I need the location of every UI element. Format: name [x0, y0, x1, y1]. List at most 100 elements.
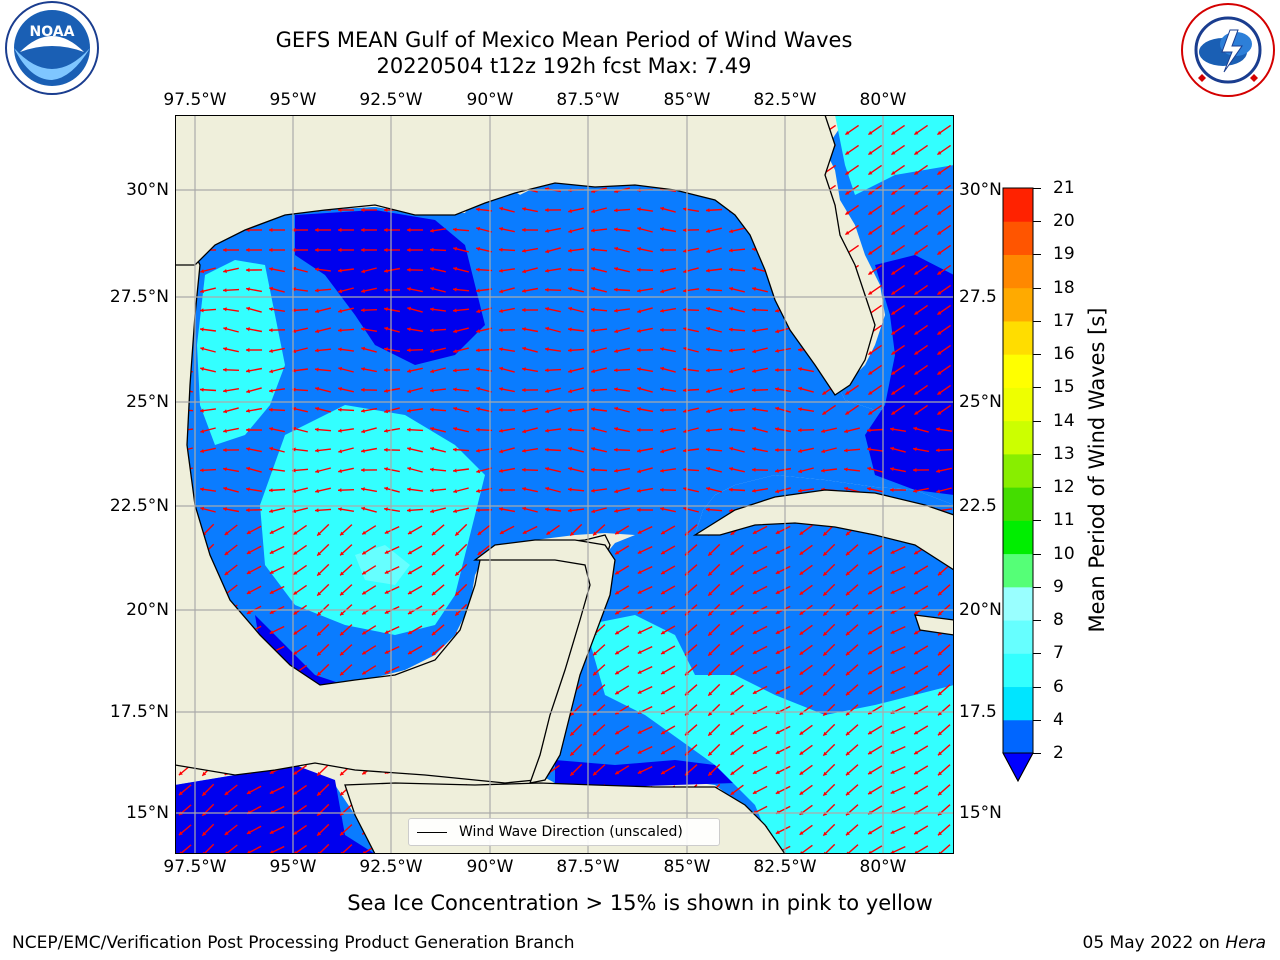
wind-wave-arrow-head [614, 349, 618, 353]
wind-wave-arrow-head [499, 347, 503, 352]
wind-wave-arrow-head [315, 489, 319, 493]
wind-wave-arrow-head [775, 468, 779, 473]
wind-wave-arrow-head [775, 550, 780, 554]
map-legend: Wind Wave Direction (unscaled) [408, 818, 720, 846]
colorbar-tick-mark [1033, 719, 1041, 721]
colorbar-segment [1003, 420, 1033, 455]
y-tick-label-right: 27.5 [959, 287, 997, 307]
wind-wave-arrow-head [499, 268, 503, 273]
wind-wave-arrow-head [338, 407, 342, 412]
wind-wave-arrow-head [292, 447, 296, 452]
wind-wave-arrow-head [637, 427, 641, 432]
wind-wave-arrow-head [246, 570, 251, 574]
wind-wave-arrow-head [729, 467, 733, 471]
y-tick-label-left: 17.5°N [109, 702, 169, 722]
wind-wave-arrow-head [708, 671, 713, 676]
wind-wave-arrow-head [614, 287, 618, 292]
wind-wave-arrow-head [499, 407, 503, 412]
wind-wave-arrow-head [453, 329, 458, 334]
wind-wave-arrow-head [846, 671, 850, 676]
wind-wave-arrow-head [545, 368, 549, 373]
wind-wave-arrow-head [937, 150, 942, 155]
colorbar-tick-label: 20 [1053, 211, 1075, 232]
wind-wave-arrow-head [614, 489, 619, 494]
wind-wave-arrow-head [384, 630, 389, 634]
wind-wave-arrow-head [453, 246, 457, 251]
chart-subtitle: 20220504 t12z 192h fcst Max: 7.49 [376, 54, 752, 78]
wind-wave-arrow-head [775, 690, 780, 694]
wind-wave-arrow-head [637, 550, 642, 554]
wind-wave-arrow-head [593, 651, 597, 656]
wind-wave-arrow-head [752, 388, 756, 393]
wind-wave-arrow-head [384, 347, 388, 352]
wind-wave-arrow-head [615, 550, 620, 555]
wind-wave-arrow-head [499, 468, 503, 473]
wind-wave-arrow-head [384, 268, 388, 273]
wind-wave-arrow-head [729, 389, 733, 394]
wind-wave-arrow-head [246, 466, 251, 471]
x-tick-label: 95°W [269, 90, 317, 110]
wind-wave-arrow-head [338, 366, 343, 371]
wind-wave-arrow-head [453, 227, 457, 232]
wind-wave-arrow-head [453, 266, 458, 271]
wind-wave-arrow-head [476, 246, 480, 251]
wind-wave-arrow-head [868, 350, 873, 355]
wind-wave-arrow-head [522, 506, 527, 511]
wind-wave-arrow-head [867, 487, 871, 491]
wind-wave-arrow-head [660, 227, 664, 232]
wind-wave-arrow-head [545, 467, 549, 471]
wind-wave-arrow-head [914, 650, 919, 655]
wind-wave-arrow-head [315, 469, 320, 474]
colorbar-tick-mark [1033, 620, 1041, 622]
wind-wave-arrow-head [660, 327, 664, 332]
wind-wave-arrow-head [361, 367, 365, 372]
wind-wave-arrow-head [938, 691, 942, 696]
wind-wave-arrow-head [453, 368, 457, 373]
wind-wave-arrow-head [730, 651, 735, 655]
wind-wave-arrow-head [568, 427, 572, 432]
wind-wave-arrow-head [914, 290, 919, 295]
wind-wave-arrow-head [775, 750, 780, 754]
wind-wave-arrow-head [775, 670, 780, 674]
wind-wave-arrow-head [453, 489, 458, 494]
wind-wave-arrow-head [890, 830, 895, 834]
wind-wave-arrow-head [431, 651, 436, 656]
wind-wave-arrow-head [407, 447, 411, 451]
wind-wave-arrow-head [868, 770, 873, 775]
wind-wave-arrow-head [823, 711, 828, 716]
wind-wave-arrow-head [615, 530, 620, 535]
wind-wave-arrow-head [361, 269, 366, 274]
wind-wave-arrow-head [338, 268, 342, 273]
wind-wave-arrow-head [293, 630, 298, 635]
wind-wave-arrow-head [384, 288, 388, 293]
wind-wave-arrow-head [430, 488, 434, 493]
wind-wave-arrow-head [614, 329, 619, 334]
wind-wave-arrow-head [823, 671, 828, 676]
wind-wave-arrow-head [683, 248, 687, 253]
colorbar-tick-label: 16 [1053, 344, 1075, 365]
wind-wave-arrow-head [200, 468, 204, 473]
wind-wave-arrow-head [178, 791, 183, 796]
wind-wave-arrow-head [752, 690, 757, 694]
wind-wave-arrow-head [799, 651, 804, 655]
wind-wave-arrow-head [317, 551, 322, 556]
wind-wave-arrow-head [223, 367, 227, 372]
wind-wave-arrow-head [338, 428, 342, 433]
wind-wave-arrow-head [799, 791, 804, 795]
wind-wave-arrow-head [637, 650, 642, 654]
wind-wave-arrow-head [522, 346, 527, 351]
y-tick-label-right: 25°N [959, 392, 1002, 412]
wind-wave-arrow-head [407, 389, 412, 394]
wind-wave-arrow-head [453, 509, 457, 513]
colorbar-segment [1003, 453, 1033, 488]
wind-wave-arrow-head [799, 671, 804, 675]
wind-wave-arrow-head [269, 488, 273, 493]
wind-wave-arrow-head [269, 550, 274, 554]
wind-wave-arrow-head [938, 731, 942, 736]
wind-wave-arrow-head [453, 287, 457, 292]
footer-date-text: 05 May 2022 on [1082, 933, 1226, 953]
wind-wave-arrow-head [315, 508, 319, 513]
wind-wave-arrow-head [615, 570, 620, 575]
wind-wave-arrow-head [593, 671, 597, 676]
wind-wave-arrow-head [545, 347, 549, 352]
